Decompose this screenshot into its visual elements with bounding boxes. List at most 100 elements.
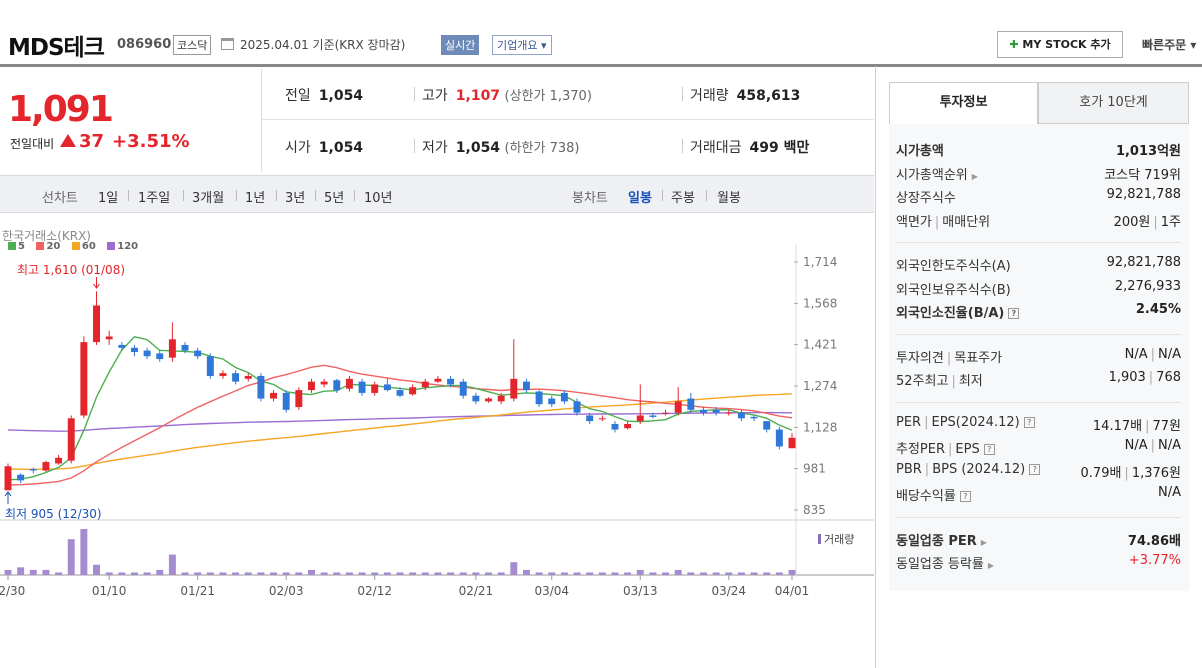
candle-body	[67, 418, 75, 461]
tab-10y[interactable]: 10년	[364, 191, 393, 206]
volume-swatch	[818, 534, 821, 544]
info-key: 외국인한도주식수(A)	[896, 259, 1011, 274]
ma-120-legend: 120	[107, 241, 138, 252]
volume-bar	[737, 572, 745, 575]
low-value: 1,054	[455, 140, 501, 156]
volume-label: 거래량	[690, 88, 729, 104]
help-icon[interactable]: ?	[1023, 416, 1035, 428]
candle-body	[434, 378, 442, 382]
tab-1y[interactable]: 1년	[245, 191, 266, 206]
volume-bar	[472, 572, 480, 575]
volume-bar	[421, 572, 429, 575]
help-icon[interactable]: ?	[959, 491, 971, 502]
x-tick-label: 01/21	[180, 584, 215, 598]
volume-bar	[548, 572, 556, 575]
upper-limit: (상한가 1,370)	[504, 89, 592, 104]
realtime-button[interactable]: 실시간	[441, 35, 480, 55]
volume-bar	[687, 572, 695, 575]
info-key: PER | EPS(2024.12)?	[896, 415, 1035, 430]
tab-3y[interactable]: 3년	[285, 191, 306, 206]
volume-bar	[320, 572, 328, 575]
current-price: 1,091	[8, 89, 114, 130]
volume-bar	[42, 569, 50, 575]
divider	[414, 87, 415, 101]
tab-1d[interactable]: 1일	[98, 191, 119, 206]
volume-bar	[624, 572, 632, 575]
volume-bar	[611, 572, 619, 575]
info-row[interactable]: 배당수익률? N/A	[896, 483, 1181, 507]
info-row[interactable]: PBR | BPS (2024.12)? 0.79배 | 1,376원	[896, 460, 1181, 484]
candlestick-chart[interactable]: 1,714 1,568 1,421 1,274 1,128 981 835 12/30 01/1…	[0, 222, 874, 602]
tab-1w[interactable]: 1주일	[138, 191, 171, 206]
amount-label: 거래대금	[690, 140, 742, 156]
info-row[interactable]: 동일업종 PER ▶ 74.86배	[896, 528, 1181, 552]
chevron-right-icon[interactable]: ▶	[987, 561, 995, 570]
chevron-right-icon[interactable]: ▶	[971, 171, 978, 181]
y-tick-label: 1,421	[803, 338, 837, 352]
divider	[315, 190, 316, 201]
volume-bar	[55, 572, 63, 575]
candle-body	[485, 398, 492, 402]
volume-bar	[586, 572, 594, 575]
volume-bar	[763, 572, 771, 575]
candle-body	[383, 384, 391, 391]
candle-body	[447, 378, 455, 385]
candle-body	[232, 373, 240, 382]
volume-bar	[194, 572, 202, 575]
candle-body	[194, 350, 202, 357]
volume-bar	[371, 572, 379, 575]
candle-body	[750, 416, 758, 419]
candle-body	[649, 415, 657, 417]
candle-body	[130, 347, 138, 353]
info-row[interactable]: PER | EPS(2024.12)? 14.17배 | 77원	[896, 413, 1181, 437]
lower-limit: (하한가 738)	[504, 141, 580, 156]
info-key: 투자의견 | 목표주가	[896, 350, 1003, 366]
tab-investment-info[interactable]: 투자정보	[889, 82, 1038, 124]
prev-close-value: 1,054	[318, 88, 364, 104]
candle-body	[320, 381, 328, 385]
x-tick-label: 12/30	[0, 584, 25, 598]
volume-bar	[712, 572, 720, 575]
info-key: 상장주식수	[896, 191, 956, 206]
volume-bar	[396, 572, 404, 575]
help-icon[interactable]: ?	[983, 444, 995, 455]
tab-order-book[interactable]: 호가 10단계	[1038, 82, 1189, 124]
ma-swatch	[71, 242, 80, 250]
high-value: 1,107	[455, 88, 501, 104]
info-key: 동일업종 등락률 ▶	[896, 557, 995, 572]
volume-bar	[295, 572, 303, 575]
candle-body	[548, 398, 556, 405]
candle-body	[674, 401, 682, 413]
help-icon[interactable]: ?	[1008, 308, 1020, 319]
chevron-right-icon[interactable]: ▶	[980, 537, 987, 547]
volume-bar	[181, 572, 189, 575]
x-tick-label: 02/12	[357, 584, 392, 598]
corp-info-dropdown[interactable]: 기업개요 ▾	[492, 35, 552, 55]
help-icon[interactable]: ?	[1029, 463, 1041, 475]
tab-daily[interactable]: 일봉	[628, 191, 652, 206]
info-row[interactable]: 시가총액순위 ▶ 코스닥 719위	[896, 162, 1181, 186]
tab-weekly[interactable]: 주봉	[671, 191, 695, 206]
price-change: 37	[60, 131, 104, 152]
info-row[interactable]: 추정PER | EPS? N/A | N/A	[896, 436, 1181, 460]
info-row[interactable]: 외국인소진율(B/A)? 2.45%	[896, 300, 1181, 324]
x-tick-label: 03/04	[534, 584, 569, 598]
candle-body	[573, 401, 581, 413]
add-mystock-button[interactable]: ✚ MY STOCK 추가	[997, 31, 1123, 58]
info-row: 52주최고 | 최저 1,903 | 768	[896, 368, 1181, 392]
tab-3m[interactable]: 3개월	[192, 191, 225, 206]
info-row: 액면가 | 매매단위 200원 | 1주	[896, 209, 1181, 233]
info-value: N/A	[1158, 485, 1181, 500]
tab-5y[interactable]: 5년	[324, 191, 345, 206]
tab-monthly[interactable]: 월봉	[717, 191, 741, 206]
prev-close-label: 전일	[285, 88, 311, 104]
plus-icon: ✚	[1009, 38, 1023, 51]
quick-order-dropdown[interactable]: 빠른주문 ▾	[1142, 38, 1197, 52]
volume-bar	[573, 572, 581, 575]
info-key: 추정PER | EPS?	[896, 438, 995, 457]
volume-bar	[93, 564, 100, 575]
add-mystock-label: MY STOCK 추가	[1022, 38, 1111, 51]
stats-row: 시가 1,054 저가 1,054 (하한가 738) 거래대금 499 백만	[262, 121, 874, 172]
info-row[interactable]: 동일업종 등락률 ▶ +3.77%	[896, 551, 1181, 575]
candle-body	[156, 353, 164, 360]
